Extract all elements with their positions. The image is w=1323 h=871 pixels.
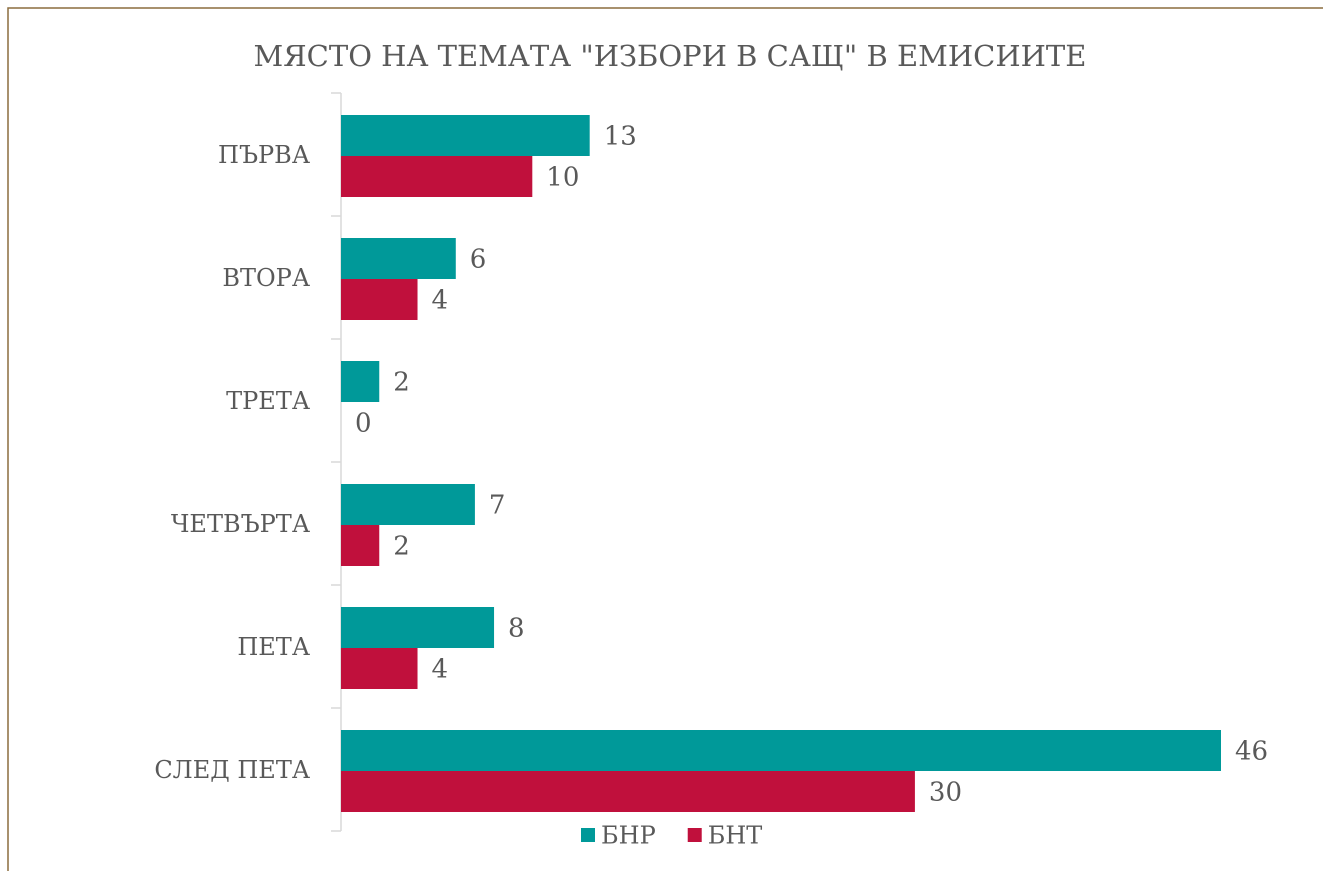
data-label: 10	[546, 163, 579, 193]
data-label: 0	[355, 409, 372, 439]
data-label: 2	[393, 532, 410, 562]
chart-title: МЯСТО НА ТЕМАТА "ИЗБОРИ В САЩ" В ЕМИСИИТ…	[254, 39, 1087, 73]
bar	[341, 730, 1221, 771]
data-label: 8	[508, 614, 525, 644]
legend-label: БНТ	[708, 822, 763, 850]
legend-label: БНР	[601, 822, 656, 850]
data-label: 30	[929, 778, 962, 808]
y-tick-label: ТРЕТА	[226, 387, 310, 415]
legend-swatch	[581, 828, 595, 842]
data-label: 4	[432, 655, 449, 685]
frame	[7, 7, 1323, 871]
data-label: 4	[432, 286, 449, 316]
bar	[341, 607, 495, 648]
bar	[341, 361, 380, 402]
data-label: 2	[393, 368, 410, 398]
y-tick-label: ПЕТА	[237, 633, 310, 661]
legend-swatch	[687, 828, 702, 842]
data-label: 13	[604, 122, 637, 152]
bar	[341, 279, 418, 320]
data-label: 7	[489, 491, 506, 521]
data-label: 46	[1235, 737, 1268, 767]
y-tick-label: ПЪРВА	[218, 141, 310, 169]
y-tick-label: ЧЕТВЪРТА	[171, 510, 310, 538]
data-label: 6	[470, 245, 487, 275]
y-tick-label: СЛЕД ПЕТА	[154, 756, 310, 784]
bar	[341, 115, 590, 156]
bar	[341, 648, 418, 689]
bar	[341, 484, 475, 525]
bar	[341, 525, 380, 566]
bar	[341, 238, 456, 279]
bar	[341, 771, 915, 812]
y-tick-label: ВТОРА	[222, 264, 310, 292]
bar	[341, 156, 533, 197]
